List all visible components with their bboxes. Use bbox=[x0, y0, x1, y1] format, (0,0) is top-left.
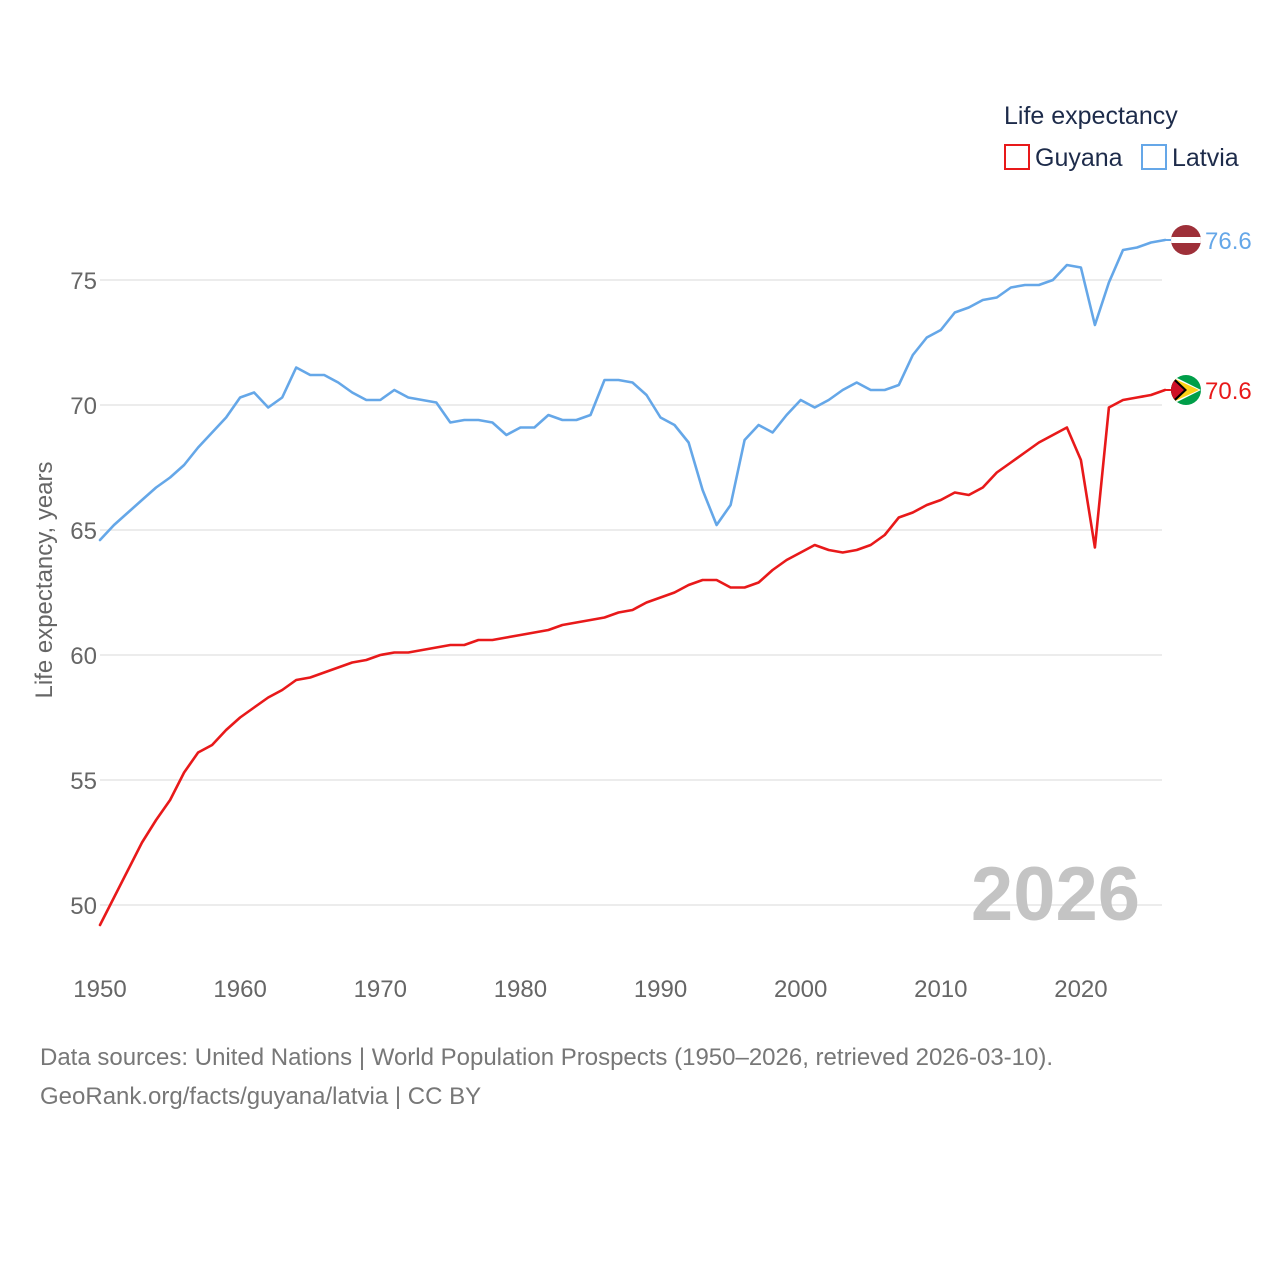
latvia-end-marker: 76.6 bbox=[1165, 225, 1252, 255]
y-tick-label: 55 bbox=[70, 768, 97, 795]
x-tick-label: 1960 bbox=[213, 976, 266, 1003]
x-tick-label: 2020 bbox=[1054, 976, 1107, 1003]
y-tick-label: 75 bbox=[70, 268, 97, 295]
x-tick-label: 2010 bbox=[914, 976, 967, 1003]
legend-item-latvia[interactable]: Latvia bbox=[1141, 144, 1239, 172]
guyana-end-marker: 70.6 bbox=[1165, 375, 1252, 405]
y-axis-ticks: 50 55 60 65 70 75 bbox=[70, 268, 97, 920]
y-tick-label: 65 bbox=[70, 518, 97, 545]
legend-swatch-latvia bbox=[1141, 144, 1167, 170]
x-axis-ticks: 1950 1960 1970 1980 1990 2000 2010 2020 bbox=[73, 976, 1107, 1003]
legend-label-latvia: Latvia bbox=[1172, 144, 1239, 172]
guyana-flag-icon bbox=[1171, 375, 1201, 405]
x-tick-label: 1970 bbox=[354, 976, 407, 1003]
series-line-guyana bbox=[98, 388, 1167, 927]
y-tick-label: 60 bbox=[70, 643, 97, 670]
current-year-watermark: 2026 bbox=[971, 852, 1140, 937]
latvia-end-label: 76.6 bbox=[1205, 228, 1252, 255]
guyana-end-label: 70.6 bbox=[1205, 378, 1252, 405]
legend: Life expectancy Guyana Latvia bbox=[1004, 102, 1239, 172]
attribution-link[interactable]: GeoRank.org/facts/guyana/latvia | CC BY bbox=[40, 1083, 482, 1110]
legend-item-guyana[interactable]: Guyana bbox=[1004, 144, 1123, 172]
legend-swatch-guyana bbox=[1004, 144, 1030, 170]
x-tick-label: 1990 bbox=[634, 976, 687, 1003]
latvia-flag-icon bbox=[1171, 225, 1201, 255]
x-tick-label: 1980 bbox=[494, 976, 547, 1003]
series-lines bbox=[98, 238, 1167, 927]
y-tick-label: 70 bbox=[70, 393, 97, 420]
y-axis-label: Life expectancy, years bbox=[31, 461, 58, 698]
legend-title: Life expectancy bbox=[1004, 102, 1178, 130]
x-tick-label: 1950 bbox=[73, 976, 126, 1003]
y-tick-label: 50 bbox=[70, 893, 97, 920]
series-line-latvia bbox=[98, 238, 1167, 542]
data-sources-note: Data sources: United Nations | World Pop… bbox=[40, 1044, 1054, 1071]
x-tick-label: 2000 bbox=[774, 976, 827, 1003]
legend-label-guyana: Guyana bbox=[1035, 144, 1123, 172]
gridlines bbox=[100, 279, 1162, 906]
